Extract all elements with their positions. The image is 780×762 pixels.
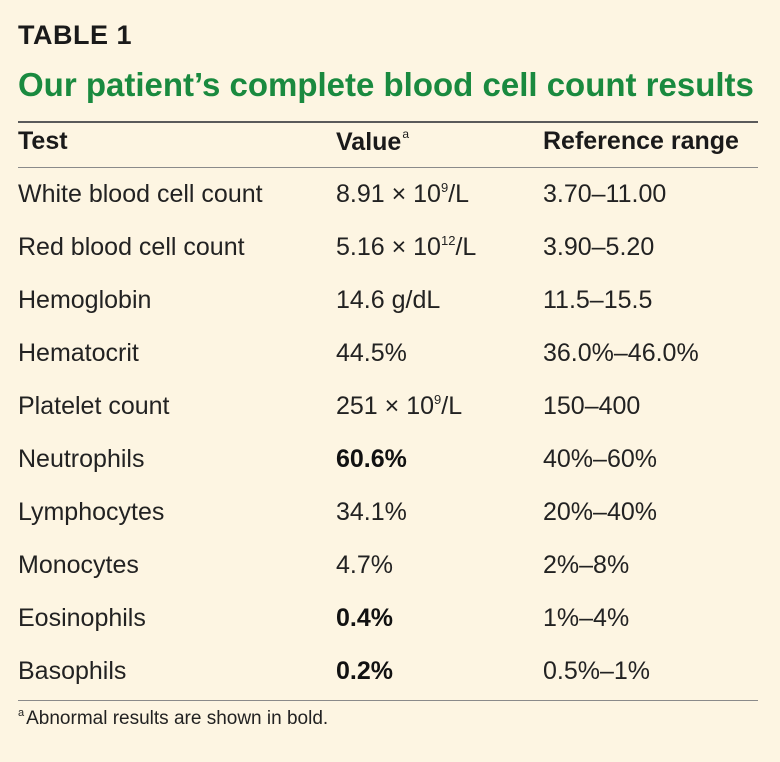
value-cell: 5.16 × 1012/L	[336, 233, 476, 262]
test-name-cell: Hemoglobin	[18, 286, 152, 314]
value-cell: 251 × 109/L	[336, 392, 462, 421]
table-row: Platelet count 251 × 109/L 150–400	[0, 380, 780, 433]
test-name-cell: Basophils	[18, 657, 127, 685]
test-name-cell: Hematocrit	[18, 339, 139, 367]
table-row: White blood cell count 8.91 × 109/L 3.70–1…	[0, 168, 780, 221]
value-footnote-marker: a	[402, 127, 410, 141]
value-unit: /L	[448, 180, 470, 208]
value-cell: 14.6 g/dL	[336, 286, 440, 315]
value-base: 0.4%	[336, 604, 393, 632]
value-base: 4.7%	[336, 551, 393, 579]
table-row: Neutrophils 60.6% 40%–60%	[0, 433, 780, 486]
test-name-cell: Monocytes	[18, 551, 139, 579]
reference-range-cell: 2%–8%	[543, 551, 630, 579]
value-exponent: 9	[440, 180, 449, 195]
reference-range-cell: 3.70–11.00	[543, 180, 667, 208]
value-cell: 8.91 × 109/L	[336, 180, 469, 209]
test-name-cell: Neutrophils	[18, 445, 145, 473]
value-exponent: 12	[440, 233, 456, 248]
value-base: 14.6 g/dL	[336, 286, 441, 314]
test-name-cell: Eosinophils	[18, 604, 146, 632]
value-cell: 44.5%	[336, 339, 407, 368]
test-name-cell: Lymphocytes	[18, 498, 165, 526]
value-base: 251 × 10	[336, 392, 435, 420]
table-label: TABLE 1	[18, 20, 133, 50]
header-rule	[18, 167, 758, 168]
reference-range-cell: 1%–4%	[543, 604, 630, 632]
reference-range-cell: 11.5–15.5	[543, 286, 653, 314]
test-name-cell: White blood cell count	[18, 180, 263, 208]
table-row: Monocytes 4.7% 2%–8%	[0, 539, 780, 592]
value-unit: /L	[441, 392, 463, 420]
value-cell: 4.7%	[336, 551, 393, 580]
reference-range-cell: 3.90–5.20	[543, 233, 655, 261]
value-exponent: 9	[434, 392, 442, 407]
value-base: 5.16 × 10	[336, 233, 441, 261]
column-header-test-label: Test	[18, 127, 68, 155]
table-body: White blood cell count 8.91 × 109/L 3.70–1…	[0, 168, 780, 698]
column-header-value: Valuea	[336, 127, 409, 157]
value-cell: 34.1%	[336, 498, 407, 527]
footnote: a Abnormal results are shown in bold.	[18, 707, 328, 730]
table-title: Our patient’s complete blood cell count …	[18, 66, 754, 103]
value-base: 8.91 × 10	[336, 180, 441, 208]
column-header-reference: Reference range	[543, 127, 739, 156]
top-rule	[18, 121, 758, 123]
reference-range-cell: 150–400	[543, 392, 641, 420]
table-row: Hematocrit 44.5% 36.0%–46.0%	[0, 327, 780, 380]
value-base: 44.5%	[336, 339, 407, 367]
value-base: 0.2%	[336, 657, 393, 685]
bottom-rule	[18, 700, 758, 701]
test-name-cell: Platelet count	[18, 392, 170, 420]
value-unit: /L	[455, 233, 477, 261]
table-row: Red blood cell count 5.16 × 1012/L 3.90–5.…	[0, 221, 780, 274]
table-row: Basophils 0.2% 0.5%–1%	[0, 645, 780, 698]
value-cell-abnormal: 0.2%	[336, 657, 393, 686]
column-header-value-label: Value	[336, 128, 402, 156]
reference-range-cell: 40%–60%	[543, 445, 657, 473]
table-row: Hemoglobin 14.6 g/dL 11.5–15.5	[0, 274, 780, 327]
value-cell-abnormal: 60.6%	[336, 445, 407, 474]
column-header-test: Test	[18, 127, 68, 156]
footnote-marker: a	[18, 707, 25, 719]
reference-range-cell: 36.0%–46.0%	[543, 339, 699, 367]
test-name-cell: Red blood cell count	[18, 233, 245, 261]
value-cell-abnormal: 0.4%	[336, 604, 393, 633]
table-row: Lymphocytes 34.1% 20%–40%	[0, 486, 780, 539]
footnote-text: Abnormal results are shown in bold.	[26, 708, 329, 729]
reference-range-cell: 20%–40%	[543, 498, 657, 526]
column-header-reference-label: Reference range	[543, 127, 739, 155]
reference-range-cell: 0.5%–1%	[543, 657, 651, 685]
table-row: Eosinophils 0.4% 1%–4%	[0, 592, 780, 645]
value-base: 34.1%	[336, 498, 407, 526]
value-base: 60.6%	[336, 445, 407, 473]
